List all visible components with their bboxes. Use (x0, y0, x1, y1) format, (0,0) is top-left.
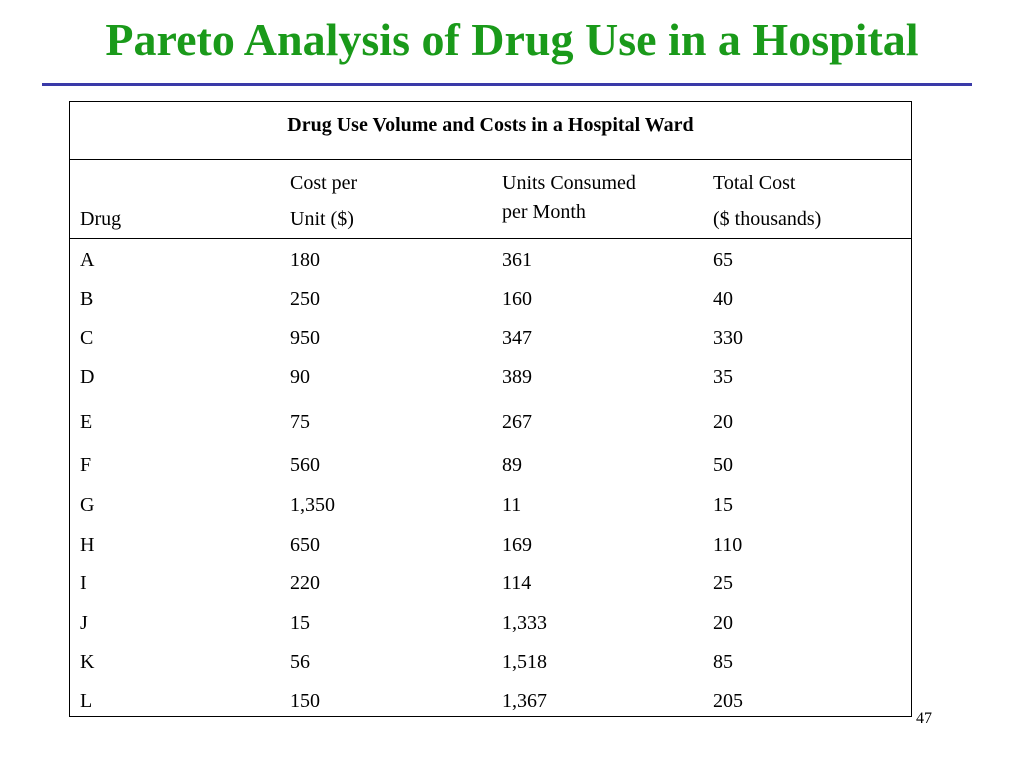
page-number: 47 (916, 710, 932, 727)
cell-total-cost: 20 (713, 411, 733, 433)
header-total-cost-line1: Total Cost (713, 172, 796, 194)
cell-cost-per-unit: 220 (290, 572, 320, 594)
cell-total-cost: 85 (713, 651, 733, 673)
table-row: D 90 389 35 (70, 362, 911, 392)
table-row: J 15 1,333 20 (70, 608, 911, 638)
cell-drug: E (80, 411, 93, 433)
table-row: C 950 347 330 (70, 323, 911, 353)
cell-drug: B (80, 288, 94, 310)
table-row: B 250 160 40 (70, 284, 911, 314)
cell-cost-per-unit: 15 (290, 612, 310, 634)
cell-units-consumed: 1,367 (502, 690, 547, 712)
cell-cost-per-unit: 560 (290, 454, 320, 476)
table-row: E 75 267 20 (70, 407, 911, 437)
cell-units-consumed: 1,518 (502, 651, 547, 673)
table-row: F 560 89 50 (70, 450, 911, 480)
table-row: G 1,350 11 15 (70, 490, 911, 520)
slide-title: Pareto Analysis of Drug Use in a Hospita… (105, 14, 919, 65)
cell-cost-per-unit: 250 (290, 288, 320, 310)
table-row: H 650 169 110 (70, 530, 911, 560)
cell-drug: D (80, 366, 95, 388)
cell-total-cost: 25 (713, 572, 733, 594)
header-total-cost-line2: ($ thousands) (713, 208, 822, 230)
table-caption: Drug Use Volume and Costs in a Hospital … (70, 102, 911, 160)
cell-total-cost: 15 (713, 494, 733, 516)
table-header: Drug Cost per Unit ($) Units Consumed pe… (70, 160, 911, 239)
cell-total-cost: 40 (713, 288, 733, 310)
cell-drug: K (80, 651, 95, 673)
cell-drug: G (80, 494, 95, 516)
cell-units-consumed: 160 (502, 288, 532, 310)
cell-total-cost: 20 (713, 612, 733, 634)
cell-drug: A (80, 249, 95, 271)
cell-cost-per-unit: 150 (290, 690, 320, 712)
table-row: K 56 1,518 85 (70, 647, 911, 677)
table-row: A 180 361 65 (70, 245, 911, 275)
drug-cost-table: Drug Use Volume and Costs in a Hospital … (69, 101, 912, 717)
cell-cost-per-unit: 950 (290, 327, 320, 349)
header-drug: Drug (80, 208, 122, 230)
cell-units-consumed: 114 (502, 572, 532, 594)
table-row: I 220 114 25 (70, 568, 911, 598)
cell-cost-per-unit: 650 (290, 534, 320, 556)
cell-cost-per-unit: 180 (290, 249, 320, 271)
cell-drug: F (80, 454, 92, 476)
cell-total-cost: 205 (713, 690, 743, 712)
cell-units-consumed: 11 (502, 494, 522, 516)
cell-cost-per-unit: 90 (290, 366, 310, 388)
cell-units-consumed: 347 (502, 327, 532, 349)
cell-drug: H (80, 534, 95, 556)
cell-cost-per-unit: 1,350 (290, 494, 335, 516)
cell-units-consumed: 1,333 (502, 612, 547, 634)
header-units-consumed-line1: Units Consumed (502, 172, 636, 194)
cell-drug: L (80, 690, 93, 712)
title-divider (42, 83, 972, 86)
cell-drug: I (80, 572, 87, 594)
header-units-consumed-line2: per Month (502, 201, 586, 223)
cell-total-cost: 50 (713, 454, 733, 476)
cell-total-cost: 330 (713, 327, 743, 349)
table-row: L 150 1,367 205 (70, 686, 911, 716)
cell-total-cost: 110 (713, 534, 743, 556)
header-cost-per-unit-line2: Unit ($) (290, 208, 354, 230)
cell-cost-per-unit: 56 (290, 651, 310, 673)
cell-cost-per-unit: 75 (290, 411, 310, 433)
cell-total-cost: 35 (713, 366, 733, 388)
header-cost-per-unit-line1: Cost per (290, 172, 358, 194)
cell-units-consumed: 169 (502, 534, 532, 556)
cell-total-cost: 65 (713, 249, 733, 271)
cell-units-consumed: 389 (502, 366, 532, 388)
cell-units-consumed: 267 (502, 411, 532, 433)
cell-drug: J (80, 612, 88, 634)
cell-units-consumed: 361 (502, 249, 532, 271)
cell-drug: C (80, 327, 94, 349)
cell-units-consumed: 89 (502, 454, 522, 476)
